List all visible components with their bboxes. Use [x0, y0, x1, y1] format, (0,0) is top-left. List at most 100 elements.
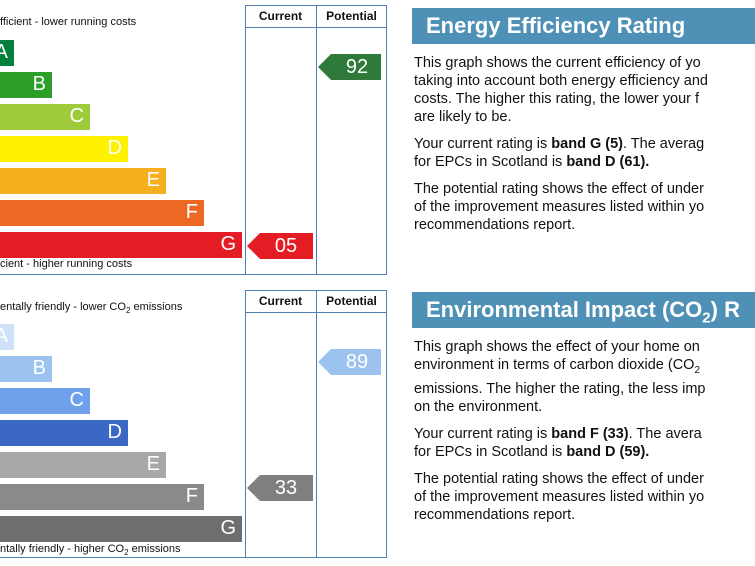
bottom-caption: cient - higher running costs [0, 258, 133, 270]
environmental-impact-chart: Current Potential entally friendly - low… [0, 288, 388, 563]
text-span: . The averag [623, 136, 705, 152]
arrow-shape [247, 475, 313, 501]
energy-efficiency-panel: Energy Efficiency Rating This graph show… [412, 8, 755, 234]
bold-text: band D (59). [566, 443, 650, 460]
rating-band-a: A [0, 40, 14, 66]
text-span: . The avera [628, 425, 702, 442]
caption-text: entally friendly - lower CO [0, 301, 126, 313]
paragraph: This graph shows the effect of your home… [412, 338, 755, 416]
chart-divider [245, 5, 246, 275]
current-column-header: Current [258, 294, 303, 308]
rating-band-e: E [0, 168, 166, 194]
environmental-impact-panel: Environmental Impact (CO2) R This graph … [412, 292, 755, 524]
text-span: for EPCs in Scotland is [414, 443, 567, 460]
top-caption: entally friendly - lower CO2 emissions [0, 301, 182, 315]
chart-divider [316, 5, 317, 275]
arrow-shape [318, 349, 381, 375]
potential-column-header: Potential [326, 294, 377, 308]
chart-divider [245, 27, 387, 28]
rating-band-c: C [0, 388, 90, 414]
potential-rating-arrow: 92 [318, 54, 381, 80]
text-line: This graph shows the effect of your home… [414, 339, 700, 355]
rating-band-g: G [0, 232, 242, 258]
bold-text: band D (61). [566, 154, 650, 170]
rating-band-a: A [0, 324, 14, 350]
paragraph: Your current rating is band G (5). The a… [412, 135, 755, 171]
paragraph: The potential rating shows the effect of… [412, 470, 755, 524]
text-line: are likely to be. [414, 109, 512, 125]
chart-divider [0, 274, 387, 275]
rating-band-g: G [0, 516, 242, 542]
current-column-header: Current [258, 9, 303, 23]
bottom-caption: ntally friendly - higher CO2 emissions [0, 543, 181, 557]
text-line: taking into account both energy efficien… [414, 73, 708, 89]
chart-divider [245, 312, 387, 313]
top-caption: fficient - lower running costs [0, 16, 137, 28]
text-line: recommendations report. [414, 506, 576, 523]
rating-band-f: F [0, 484, 204, 510]
text-line: for EPCs in Scotland is band D (61). [414, 153, 755, 171]
text-span: Your current rating is [414, 425, 552, 442]
chart-divider [245, 290, 387, 291]
chart-divider [316, 290, 317, 558]
text-span: Your current rating is [414, 136, 552, 152]
band-letter: B [32, 73, 46, 95]
rating-band-b: B [0, 356, 52, 382]
rating-band-f: F [0, 200, 204, 226]
band-letter: G [220, 233, 236, 255]
text-line: for EPCs in Scotland is band D (59). [414, 443, 755, 461]
band-letter: E [146, 169, 160, 191]
chart-divider [245, 290, 246, 558]
energy-efficiency-chart: Current Potential fficient - lower runni… [0, 0, 388, 280]
current-rating-arrow: 33 [247, 475, 313, 501]
paragraph: Your current rating is band F (33). The … [412, 425, 755, 461]
text-line: on the environment. [414, 398, 543, 415]
text-line: emissions. The higher the rating, the le… [414, 380, 706, 397]
band-letter: E [146, 453, 160, 475]
text-line: of the improvement measures listed withi… [414, 488, 705, 505]
band-letter: C [69, 389, 84, 411]
panel-title: Environmental Impact (CO2) R [412, 292, 755, 328]
band-letter: G [220, 517, 236, 539]
band-letter: F [185, 485, 198, 507]
title-subscript: 2 [702, 309, 711, 327]
text-line: The potential rating shows the effect of… [414, 470, 704, 487]
potential-rating-value: 92 [345, 56, 369, 78]
rating-band-d: D [0, 420, 128, 446]
text-line: The potential rating shows the effect of… [414, 181, 704, 197]
bold-text: band F (33) [551, 425, 629, 442]
chart-divider [386, 5, 387, 275]
arrow-shape [318, 54, 381, 80]
bold-text: band G (5) [551, 136, 623, 152]
text-span: for EPCs in Scotland is [414, 154, 567, 170]
text-line: of the improvement measures listed withi… [414, 199, 705, 215]
title-text: ) R [710, 297, 740, 322]
band-letter: D [107, 421, 122, 443]
band-letter: C [69, 105, 84, 127]
text-line: costs. The higher this rating, the lower… [414, 91, 700, 107]
caption-text: emissions [128, 543, 181, 555]
arrow-shape [247, 233, 313, 259]
text-line: Your current rating is band G (5). The a… [414, 135, 755, 153]
text-line: This graph shows the current efficiency … [414, 55, 701, 71]
chart-divider [386, 290, 387, 558]
caption-subscript: 2 [124, 548, 129, 558]
band-letter: A [0, 325, 8, 347]
band-letter: A [0, 41, 8, 63]
chart-divider [245, 5, 387, 6]
caption-text: emissions [130, 301, 183, 313]
potential-rating-arrow: 89 [318, 349, 381, 375]
chart-divider [0, 557, 387, 558]
text-line: Your current rating is band F (33). The … [414, 425, 755, 443]
potential-column-header: Potential [326, 9, 377, 23]
caption-subscript: 2 [125, 306, 131, 316]
current-rating-value: 05 [274, 235, 298, 257]
rating-band-c: C [0, 104, 90, 130]
rating-band-e: E [0, 452, 166, 478]
caption-text: ntally friendly - higher CO [0, 543, 125, 555]
text-line: environment in terms of carbon dioxide (… [414, 356, 755, 380]
text-line: recommendations report. [414, 217, 576, 233]
paragraph: The potential rating shows the effect of… [412, 180, 755, 234]
title-text: Environmental Impact (CO [426, 297, 703, 322]
text-subscript: 2 [694, 364, 701, 376]
